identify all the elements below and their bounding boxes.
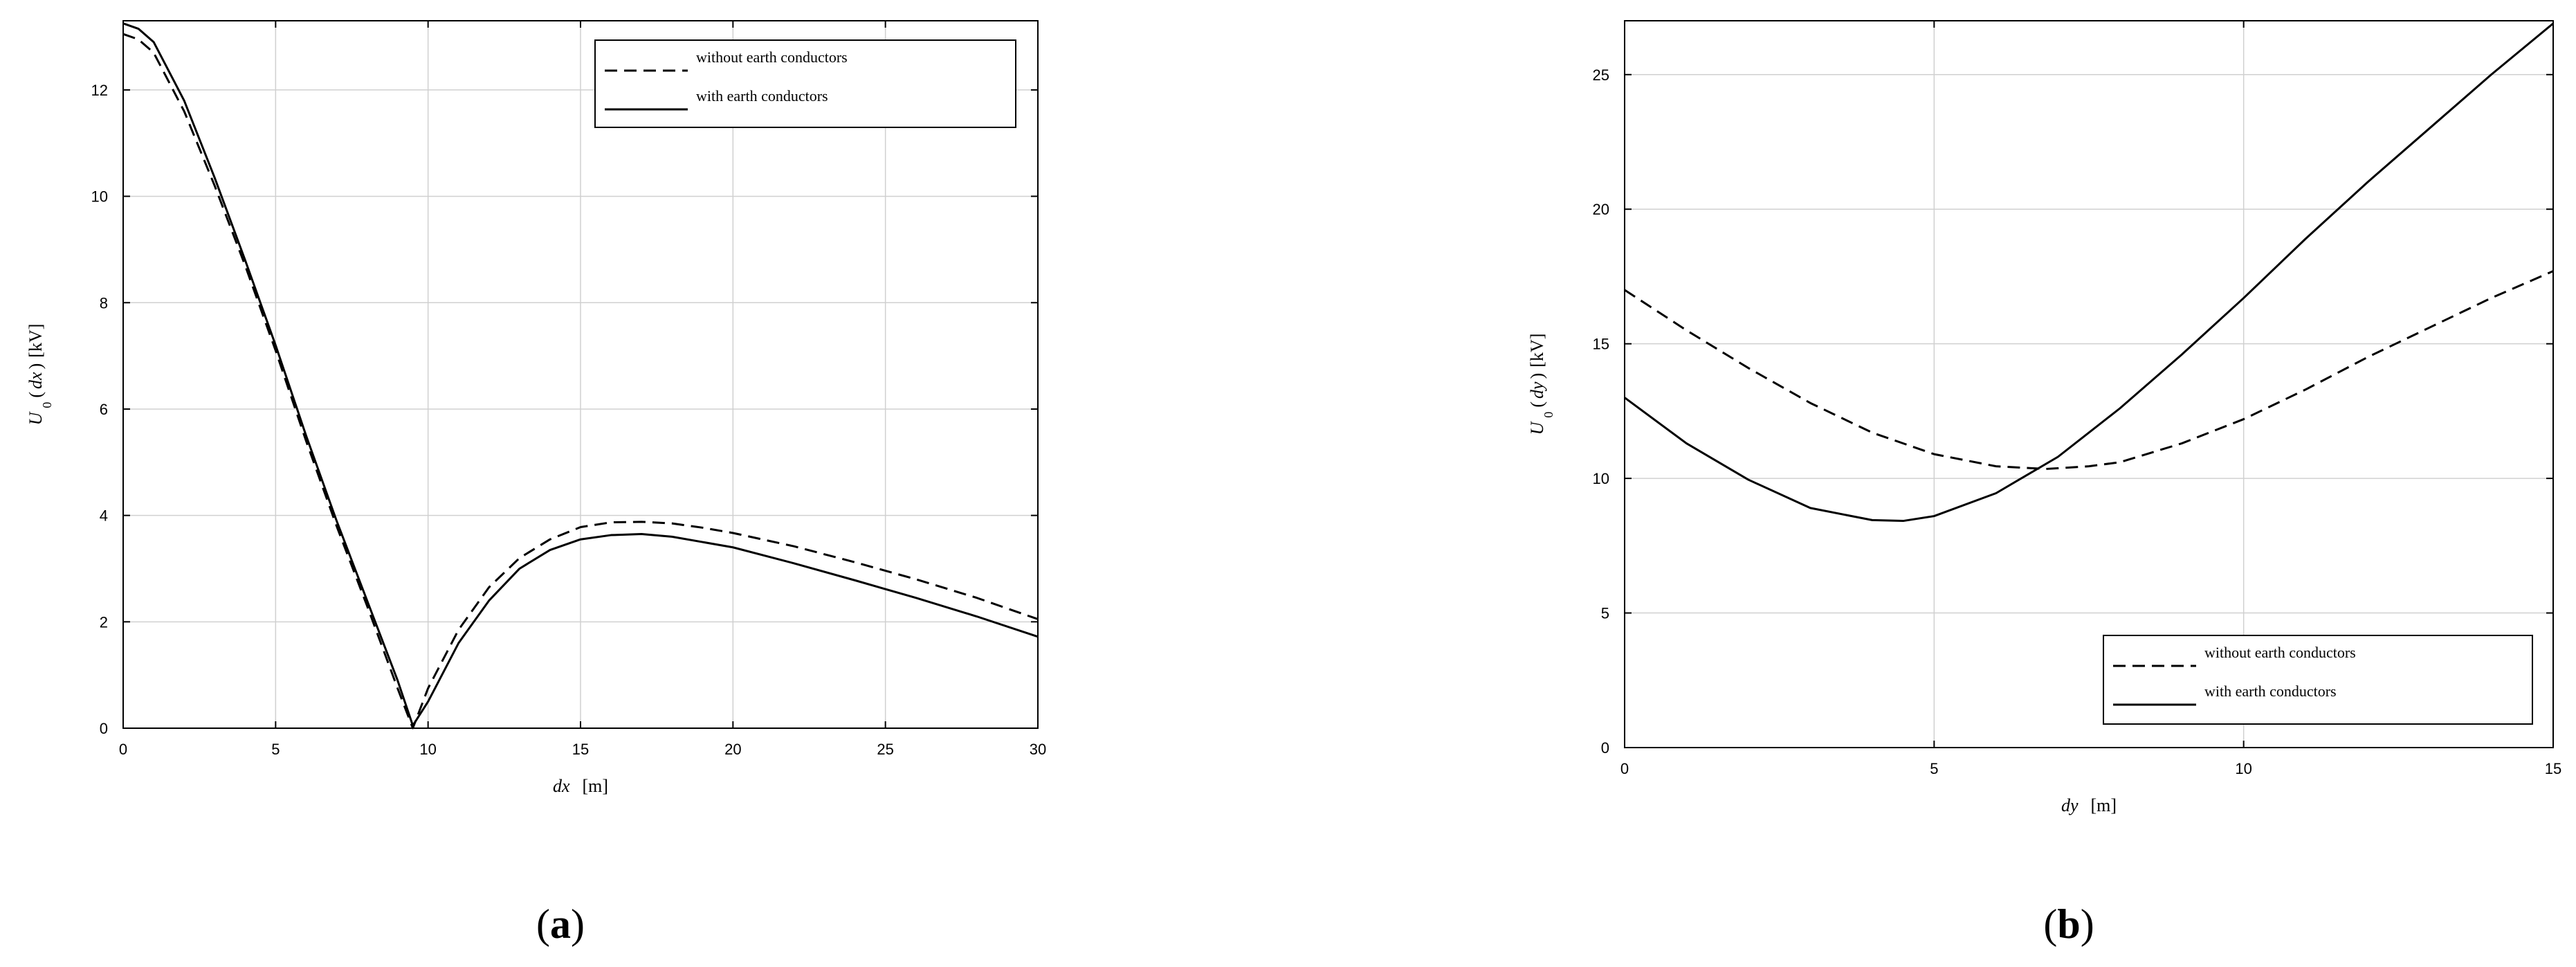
x-tick-label: 20 <box>724 741 741 758</box>
y-tick-label: 15 <box>1593 336 1609 353</box>
panel-label-letter: b <box>2057 901 2080 947</box>
x-tick-label: 5 <box>1930 760 1938 777</box>
y-axis-unit: [kV] <box>26 324 46 358</box>
y-axis-subscript: 0 <box>1542 412 1555 418</box>
series-line-with-earth-conductors <box>122 22 1039 727</box>
plot-frame <box>1624 20 2554 748</box>
y-axis-unit: [kV] <box>1527 334 1547 368</box>
legend-box <box>594 39 1016 128</box>
y-axis-close-paren: ) <box>26 363 46 370</box>
x-axis-label: dy [m] <box>2061 795 2117 815</box>
y-axis-symbol: U <box>26 410 46 425</box>
y-axis-symbol: U <box>1527 420 1547 435</box>
panel-label-open: ( <box>2043 901 2057 947</box>
y-tick-label: 12 <box>91 82 108 99</box>
y-axis-argument: dx <box>26 372 46 389</box>
x-tick-label: 10 <box>419 741 436 758</box>
legend: without earth conductors with earth condu… <box>594 39 1016 128</box>
y-axis-argument: dy <box>1527 381 1547 399</box>
legend-entry: without earth conductors <box>2204 644 2356 661</box>
y-tick-label: 8 <box>100 294 108 311</box>
chart-panel-a: 0 5 10 15 20 25 30 0 2 4 6 8 10 12 dx [m] U 0 ( dx) [kV] with… <box>26 20 1046 947</box>
panel-label-letter: a <box>550 901 571 947</box>
x-tick-label: 15 <box>2545 760 2561 777</box>
legend-entry: with earth conductors <box>696 87 828 105</box>
x-axis-unit: [m] <box>2091 795 2117 815</box>
y-tick-label: 2 <box>100 613 108 631</box>
x-tick-label: 15 <box>572 741 589 758</box>
y-axis-label: U 0 ( dx) [kV] <box>26 324 54 426</box>
series-line-without-earth-conductors <box>1624 270 2554 470</box>
y-axis-close-paren: ) <box>1527 373 1547 379</box>
panel-label: (a) <box>536 901 585 947</box>
x-tick-label: 0 <box>1620 760 1629 777</box>
y-tick-label: 10 <box>1593 470 1609 487</box>
series-line-with-earth-conductors <box>1624 22 2554 523</box>
legend-box <box>2103 635 2533 725</box>
y-axis-subscript: 0 <box>40 402 54 408</box>
legend: without earth conductors with earth condu… <box>2103 635 2533 725</box>
y-axis-label: U 0 ( dy) [kV] <box>1527 334 1555 435</box>
x-tick-label: 5 <box>271 741 280 758</box>
panel-label-close: ) <box>2081 901 2094 947</box>
chart-panel-b: 0 5 10 15 0 5 10 15 20 25 dy [m] U 0 ( dy) [kV] without e… <box>1527 20 2561 947</box>
x-axis-label: dx [m] <box>553 776 608 796</box>
series-line-without-earth-conductors <box>122 33 1039 730</box>
x-axis-symbol: dx <box>553 776 570 796</box>
panel-label: (b) <box>2043 901 2094 947</box>
y-tick-label: 10 <box>91 188 108 206</box>
y-axis-open-paren: ( <box>26 392 46 398</box>
x-axis-unit: [m] <box>583 776 609 796</box>
x-tick-label: 25 <box>877 741 893 758</box>
panel-label-close: ) <box>571 901 585 947</box>
y-tick-label: 4 <box>100 507 108 525</box>
plot-frame <box>122 20 1039 729</box>
y-tick-label: 20 <box>1593 201 1609 218</box>
x-tick-label: 0 <box>119 741 127 758</box>
y-tick-label: 0 <box>1601 739 1609 757</box>
y-tick-label: 0 <box>100 720 108 737</box>
legend-entry: without earth conductors <box>696 48 848 66</box>
y-axis-open-paren: ( <box>1527 401 1547 408</box>
y-tick-label: 6 <box>100 401 108 418</box>
x-tick-label: 10 <box>2235 760 2251 777</box>
y-tick-label: 25 <box>1593 66 1609 84</box>
panel-label-open: ( <box>536 901 550 947</box>
y-tick-label: 5 <box>1601 605 1609 622</box>
x-tick-label: 30 <box>1030 741 1046 758</box>
legend-entry: with earth conductors <box>2204 683 2337 700</box>
x-axis-symbol: dy <box>2061 795 2079 815</box>
